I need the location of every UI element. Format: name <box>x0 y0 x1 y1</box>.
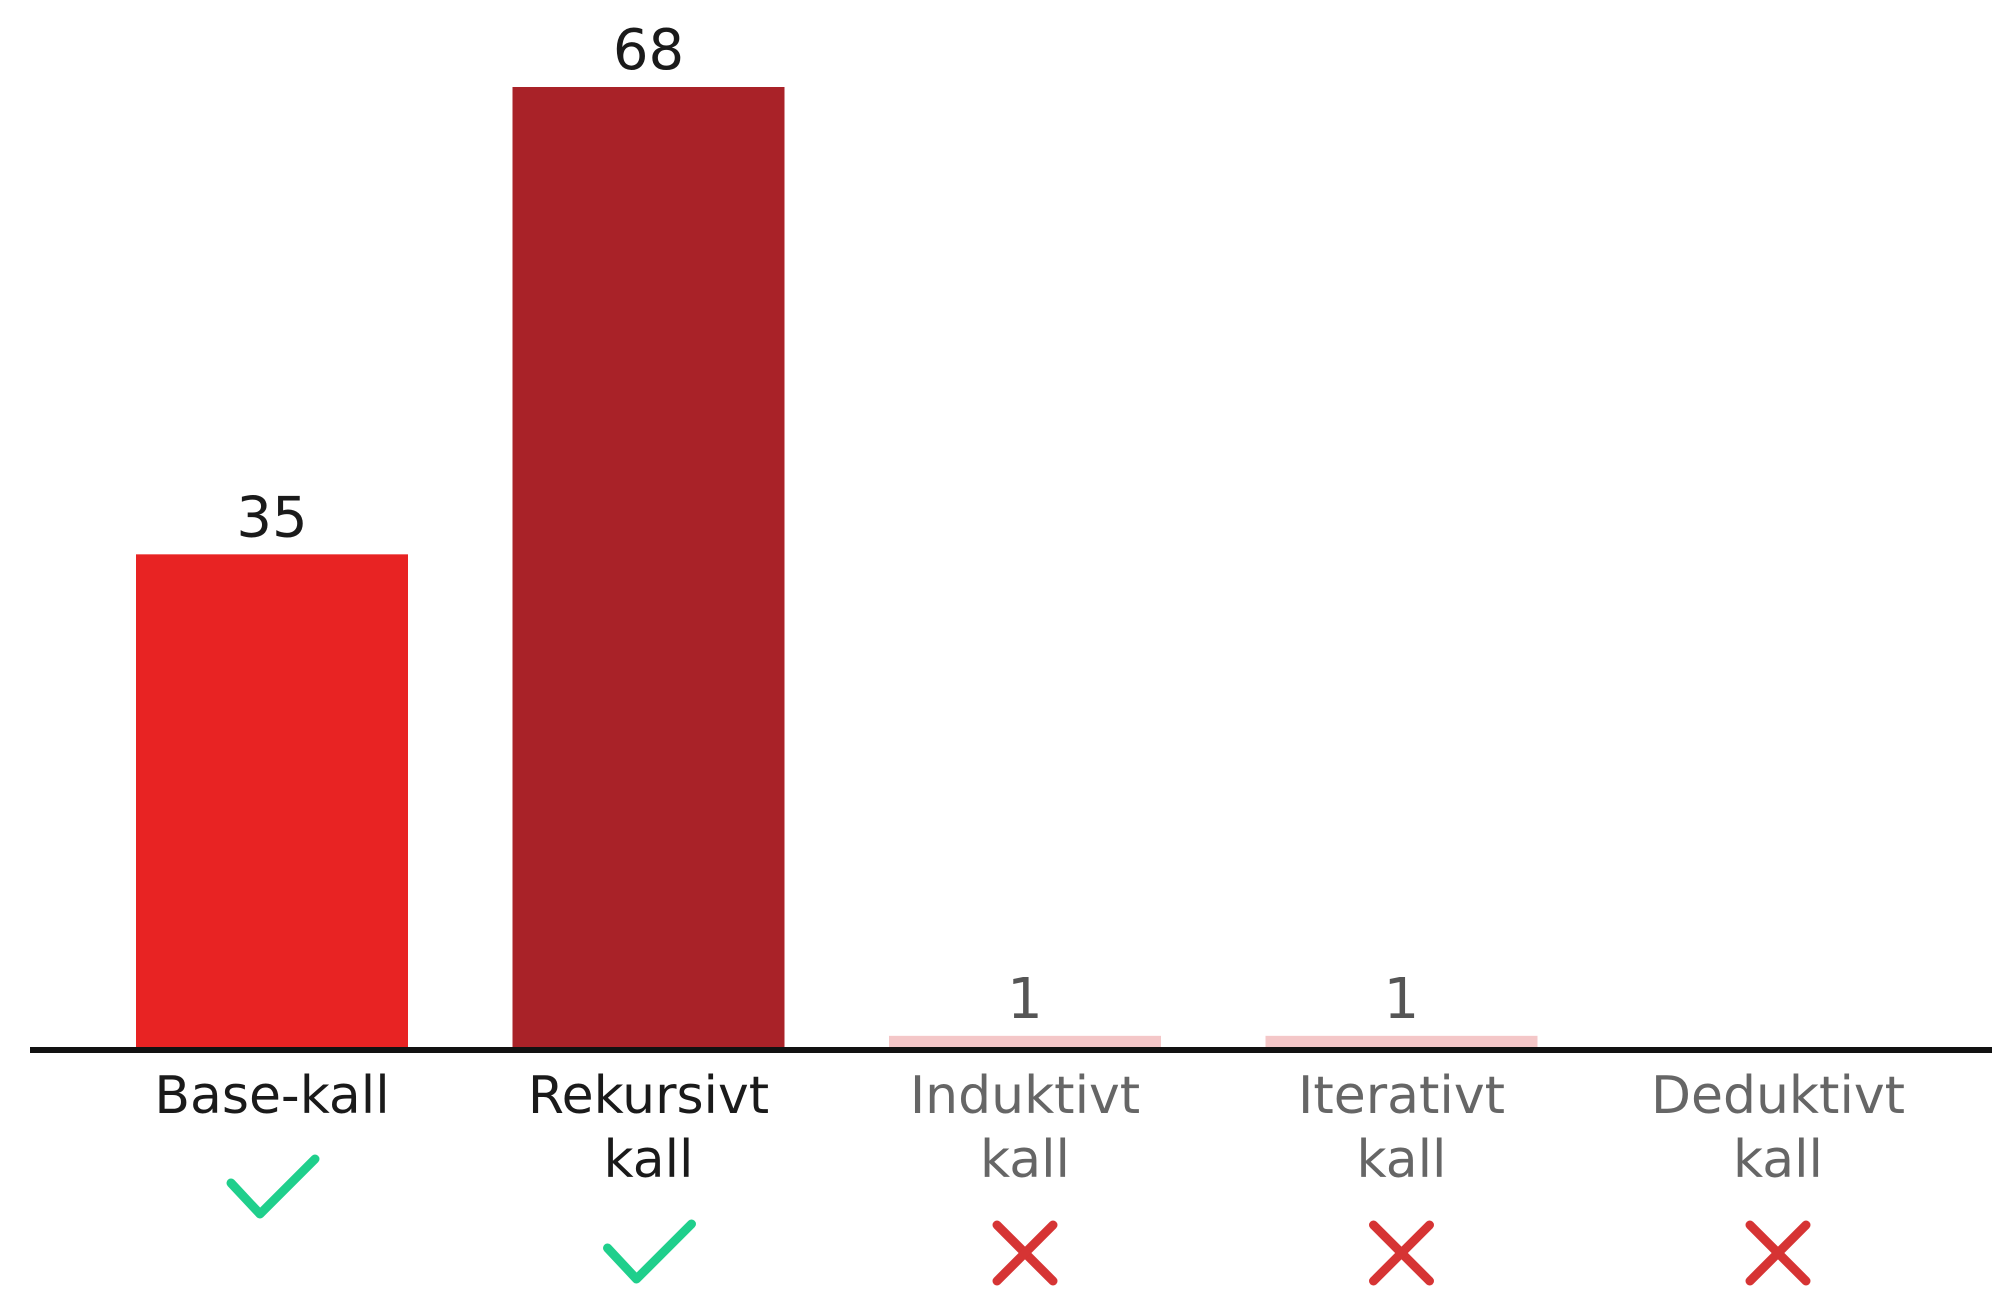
category-label-2-line-0: Induktivt <box>910 1066 1140 1126</box>
data-label-3: 1 <box>1384 967 1420 1032</box>
category-label-4-line-1: kall <box>1733 1130 1823 1190</box>
category-label-3-line-1: kall <box>1357 1130 1447 1190</box>
category-label-0: Base-kall <box>154 1066 389 1126</box>
bar-2 <box>889 1035 1161 1050</box>
check-icon-1 <box>603 1219 696 1284</box>
category-label-3-line-0: Iterativt <box>1298 1066 1505 1126</box>
cross-icon-4 <box>1745 1220 1811 1286</box>
bar-1 <box>512 87 785 1050</box>
data-label-0: 35 <box>236 485 307 550</box>
bar-0 <box>136 554 408 1050</box>
bar-3 <box>1265 1035 1538 1050</box>
category-label-2-line-1: kall <box>980 1130 1070 1190</box>
data-label-2: 1 <box>1007 967 1043 1032</box>
data-label-1: 68 <box>613 18 684 83</box>
category-label-1-line-1: kall <box>604 1130 694 1190</box>
cross-icon-3 <box>1369 1220 1434 1286</box>
cross-icon-2 <box>992 1220 1058 1286</box>
category-label-4-line-0: Deduktivt <box>1651 1066 1905 1126</box>
category-label-1-line-0: Rekursivt <box>528 1066 769 1126</box>
check-icon-0 <box>226 1154 320 1219</box>
